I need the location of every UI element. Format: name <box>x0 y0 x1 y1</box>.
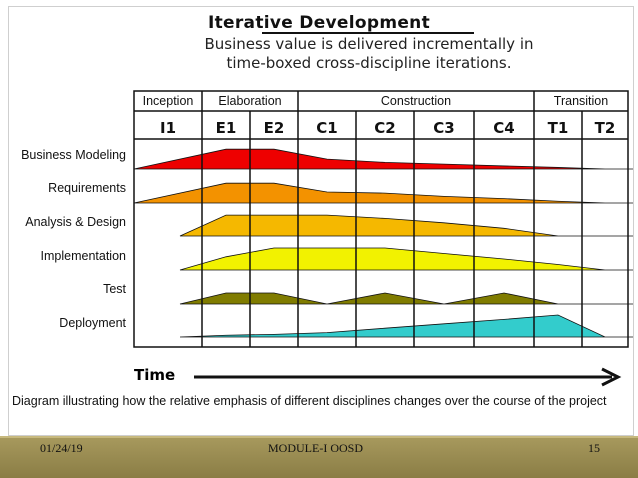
iteration-e2: E2 <box>263 119 285 137</box>
discipline-deployment: Deployment <box>59 316 126 330</box>
footer-page-number: 15 <box>588 441 600 455</box>
discipline-band-5 <box>179 314 633 338</box>
footer-module: MODULE-I OOSD <box>268 441 363 455</box>
iteration-e1: E1 <box>215 119 237 137</box>
diagram-title: Iterative Development <box>207 13 431 33</box>
phase-inception: Inception <box>142 94 194 108</box>
footer-divider <box>0 436 638 438</box>
discipline-band-2 <box>179 214 633 237</box>
discipline-test: Test <box>103 282 126 296</box>
subtitle-line-1: Business value is delivered incrementall… <box>204 35 534 53</box>
iteration-i1: I1 <box>159 119 177 137</box>
title-underline <box>262 32 474 34</box>
diagram-caption: Diagram illustrating how the relative em… <box>12 394 607 408</box>
discipline-analysis-design: Analysis & Design <box>25 215 126 229</box>
discipline-implementation: Implementation <box>40 249 126 263</box>
time-arrow-head <box>601 367 622 387</box>
discipline-band-3 <box>179 247 633 271</box>
iteration-c2: C2 <box>374 119 396 137</box>
time-axis-label: Time <box>134 366 176 384</box>
phase-elaboration: Elaboration <box>218 94 282 108</box>
phase-transition: Transition <box>553 94 609 108</box>
subtitle-line-2: time-boxed cross-discipline iterations. <box>226 54 512 72</box>
discipline-band-4 <box>179 292 633 305</box>
grid-frame <box>133 90 629 348</box>
iteration-c1: C1 <box>316 119 338 137</box>
discipline-requirements: Requirements <box>48 181 126 195</box>
phase-construction: Construction <box>380 94 452 108</box>
footer-date: 01/24/19 <box>40 441 83 455</box>
iteration-t1: T1 <box>547 119 569 137</box>
footer-bar <box>0 436 638 478</box>
discipline-business-modeling: Business Modeling <box>21 148 126 162</box>
iteration-c3: C3 <box>433 119 455 137</box>
discipline-band-1 <box>133 182 633 204</box>
discipline-band-0 <box>133 148 633 170</box>
iteration-c4: C4 <box>493 119 515 137</box>
iteration-t2: T2 <box>594 119 616 137</box>
